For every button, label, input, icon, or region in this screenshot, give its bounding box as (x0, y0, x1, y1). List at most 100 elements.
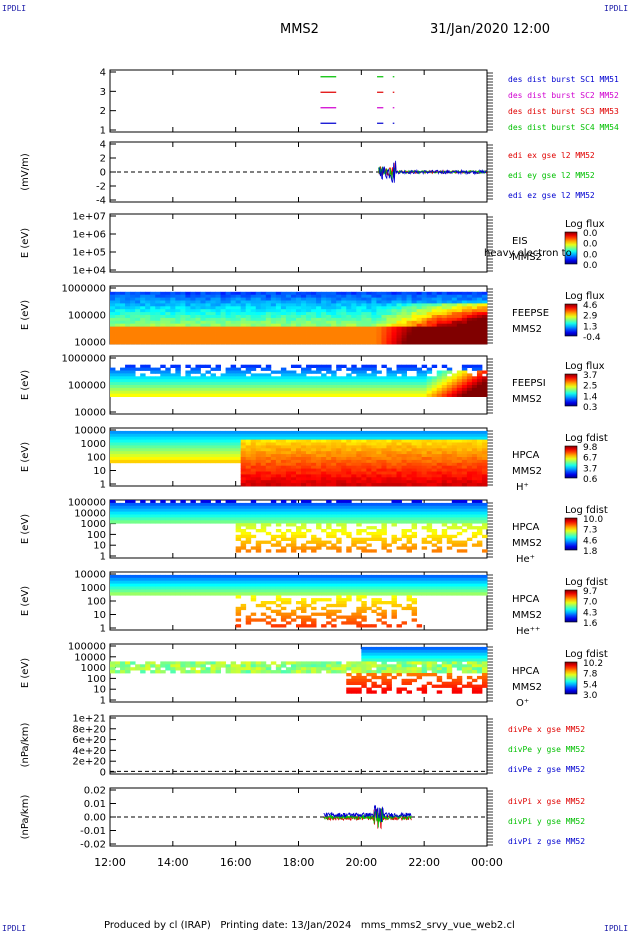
heatmap-cell (391, 483, 397, 487)
heatmap-cell (466, 462, 473, 467)
heatmap-cell (396, 483, 402, 487)
heatmap-cell (230, 326, 237, 330)
heatmap-cell (205, 390, 211, 395)
heatmap-cell (406, 387, 412, 392)
heatmap-cell (200, 459, 206, 464)
heatmap-cell (411, 445, 418, 449)
heatmap-cell (356, 382, 362, 386)
heatmap-cell (461, 323, 468, 327)
heatmap-cell (311, 329, 317, 333)
heatmap-cell (205, 430, 211, 435)
heatmap-cell (456, 531, 463, 536)
heatmap-cell (130, 436, 136, 440)
heatmap-cell (220, 312, 227, 316)
heatmap-cell (150, 326, 156, 330)
heatmap-cell (336, 465, 342, 469)
heatmap-cell (446, 300, 453, 304)
heatmap-cell (356, 471, 362, 475)
heatmap-cell (260, 477, 267, 481)
heatmap-cell (326, 546, 332, 550)
heatmap-cell (431, 454, 438, 458)
heatmap-cell (250, 514, 257, 518)
heatmap-cell (130, 300, 136, 304)
heatmap-cell (275, 511, 282, 515)
heatmap-cell (230, 300, 237, 304)
heatmap-cell (190, 586, 196, 590)
heatmap-cell (421, 315, 428, 319)
heatmap-cell (326, 523, 332, 527)
heatmap-cell (381, 483, 387, 487)
heatmap-cell (230, 442, 237, 446)
heatmap-cell (356, 379, 362, 383)
heatmap-cell (200, 445, 206, 449)
heatmap-cell (346, 390, 352, 395)
heatmap-cell (175, 592, 181, 596)
heatmap-cell (351, 367, 357, 371)
heatmap-cell (200, 317, 206, 322)
heatmap-cell (351, 387, 357, 392)
heatmap-cell (130, 514, 136, 518)
heatmap-cell (230, 376, 237, 380)
heatmap-cell (331, 291, 337, 296)
heatmap-cell (235, 549, 242, 553)
heatmap-cell (421, 370, 428, 374)
heatmap-cell (456, 379, 463, 383)
heatmap-cell (175, 577, 181, 582)
heatmap-cell (471, 291, 478, 296)
heatmap-cell (260, 373, 267, 377)
heatmap-cell (476, 297, 483, 301)
heatmap-cell (235, 303, 242, 307)
heatmap-cell (371, 364, 377, 368)
heatmap-cell (376, 468, 382, 472)
heatmap-cell (275, 592, 282, 596)
heatmap-cell (270, 436, 277, 440)
heatmap-cell (461, 370, 468, 374)
heatmap-cell (466, 335, 473, 339)
heatmap-cell (386, 448, 392, 452)
heatmap-cell (265, 335, 272, 339)
heatmap-cell (316, 315, 322, 319)
heatmap-cell (125, 508, 131, 512)
heatmap-cell (396, 520, 402, 524)
heatmap-cell (230, 511, 237, 515)
heatmap-cell (456, 430, 463, 435)
heatmap-cell (346, 294, 352, 298)
heatmap-cell (205, 320, 211, 325)
heatmap-cell (471, 329, 478, 333)
heatmap-cell (155, 454, 161, 458)
heatmap-cell (396, 537, 402, 541)
heatmap-cell (125, 439, 131, 443)
heatmap-cell (431, 332, 438, 336)
heatmap-cell (306, 529, 312, 533)
heatmap-cell (386, 471, 392, 475)
heatmap-cell (130, 500, 136, 504)
heatmap-cell (275, 370, 282, 374)
heatmap-cell (150, 335, 156, 339)
heatmap-cell (421, 442, 428, 446)
heatmap-cell (230, 586, 237, 590)
heatmap-cell (200, 320, 206, 325)
heatmap-cell (376, 338, 382, 342)
heatmap-cell (306, 291, 312, 296)
heatmap-cell (150, 338, 156, 342)
heatmap-cell (280, 577, 287, 582)
heatmap-cell (401, 329, 407, 333)
heatmap-cell (225, 338, 232, 342)
heatmap-cell (461, 317, 468, 322)
heatmap-cell (326, 379, 332, 383)
heatmap-cell (115, 373, 121, 377)
heatmap-cell (346, 502, 352, 507)
heatmap-cell (441, 335, 448, 339)
heatmap-cell (195, 393, 201, 397)
heatmap-cell (290, 480, 297, 484)
heatmap-cell (125, 387, 131, 392)
heatmap-cell (436, 433, 443, 438)
heatmap-cell (426, 309, 433, 313)
heatmap-cell (215, 505, 221, 510)
heatmap-cell (165, 577, 171, 582)
heatmap-cell (336, 436, 342, 440)
heatmap-cell (391, 387, 397, 392)
heatmap-cell (285, 393, 292, 397)
heatmap-cell (180, 445, 186, 449)
heatmap-cell (391, 373, 397, 377)
